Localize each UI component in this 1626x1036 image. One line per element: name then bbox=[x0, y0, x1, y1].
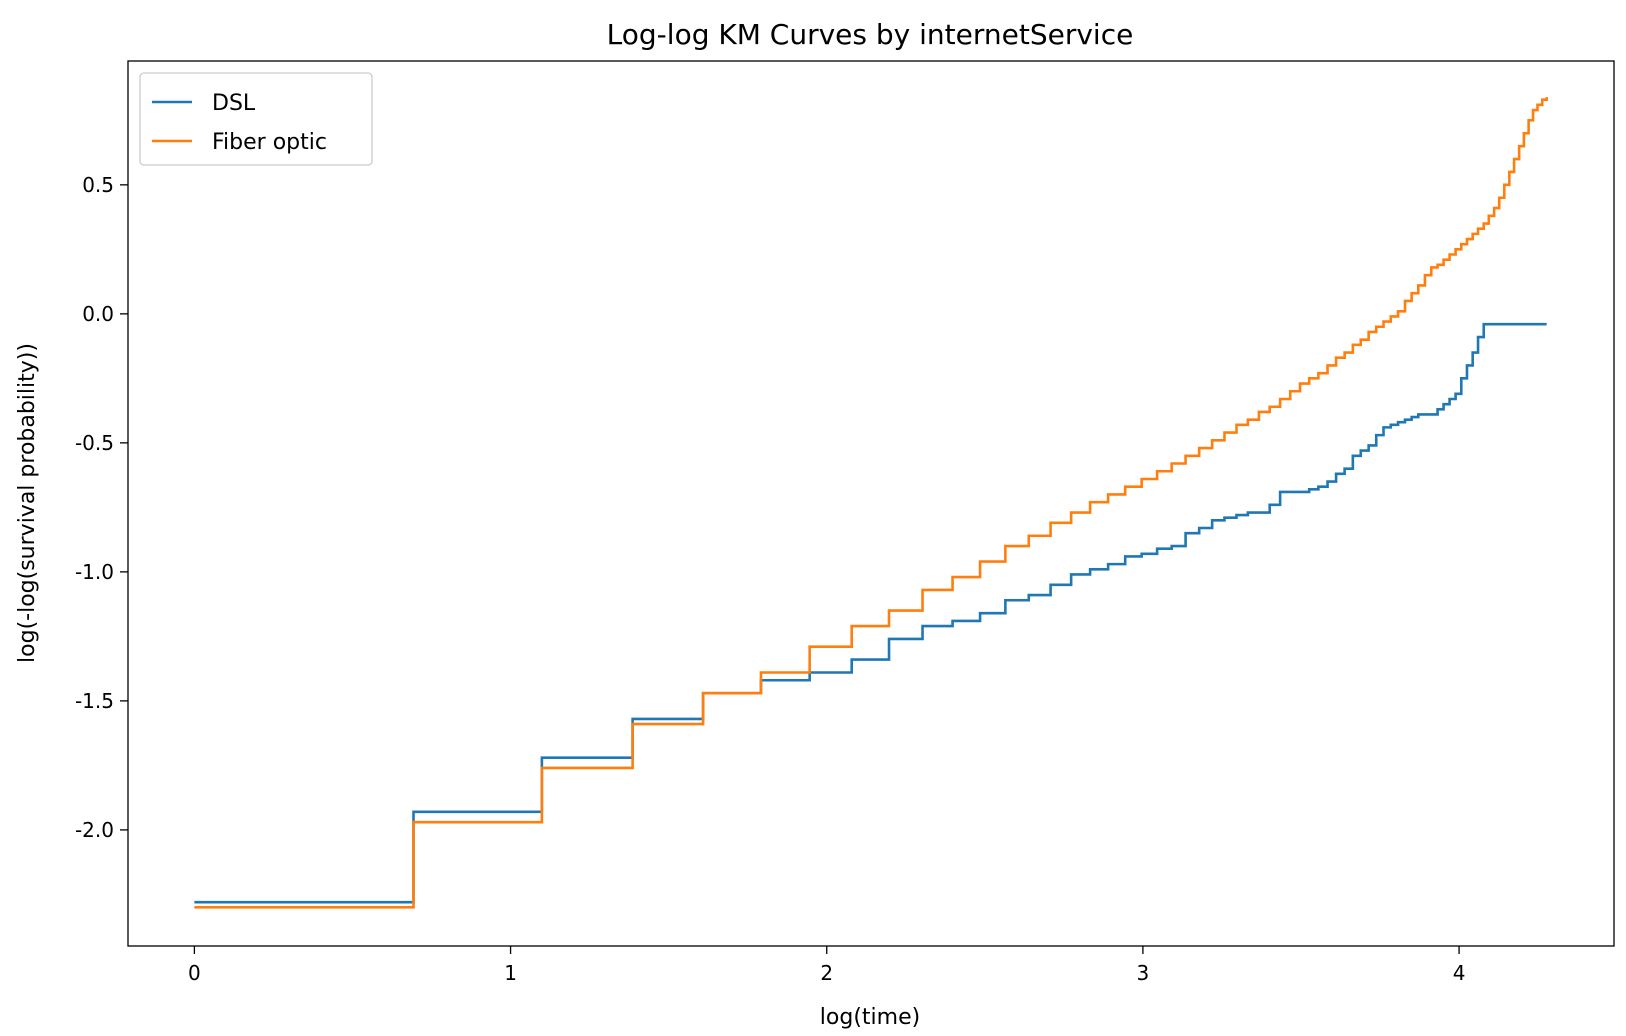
x-tick-label: 0 bbox=[188, 961, 201, 985]
y-tick-label: -2.0 bbox=[75, 818, 114, 842]
legend-label-2: Fiber optic bbox=[212, 130, 327, 155]
y-tick-label: -0.5 bbox=[75, 431, 114, 455]
series-line-1 bbox=[194, 324, 1546, 902]
legend: DSL Fiber optic bbox=[140, 73, 372, 165]
y-tick-label: -1.5 bbox=[75, 689, 114, 713]
chart-title: Log-log KM Curves by internetService bbox=[607, 18, 1134, 51]
x-tick-label: 2 bbox=[820, 961, 833, 985]
x-tick-label: 3 bbox=[1137, 961, 1150, 985]
y-tick-label: 0.5 bbox=[82, 173, 114, 197]
y-tick-label: 0.0 bbox=[82, 302, 114, 326]
series-line-2 bbox=[194, 97, 1546, 907]
plot-frame bbox=[128, 61, 1614, 946]
y-axis: -2.0 -1.5 -1.0 -0.5 0.0 0.5 bbox=[75, 173, 128, 842]
x-tick-label: 4 bbox=[1453, 961, 1466, 985]
x-axis: 0 1 2 3 4 bbox=[188, 946, 1465, 985]
x-tick-label: 1 bbox=[504, 961, 517, 985]
x-axis-label: log(time) bbox=[820, 1005, 920, 1030]
plot-area bbox=[194, 97, 1546, 907]
y-axis-label: log(-log(survival probability)) bbox=[15, 343, 40, 663]
legend-label-1: DSL bbox=[212, 91, 256, 116]
y-tick-label: -1.0 bbox=[75, 560, 114, 584]
